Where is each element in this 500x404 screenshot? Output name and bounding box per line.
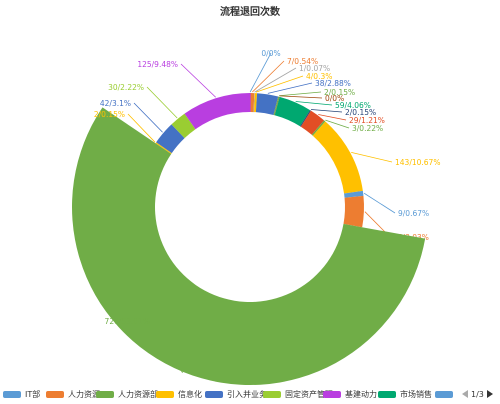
slice-data-label: 3/0.22% [352, 124, 383, 133]
label-leader-line [363, 192, 396, 214]
label-leader-line [146, 86, 178, 119]
legend-swatch [323, 390, 341, 398]
legend-item[interactable]: 人力资源部 [96, 389, 158, 399]
label-leader-line [255, 75, 304, 93]
slice-data-label: 1/0.07% [299, 64, 330, 73]
pie-slice[interactable] [300, 110, 311, 127]
label-leader-line [351, 151, 393, 163]
label-leader-line [278, 91, 322, 97]
legend-item[interactable]: 市场销售 [378, 389, 432, 399]
label-leader-line [310, 109, 343, 113]
slice-data-label: 2/0.15% [345, 108, 376, 117]
legend-swatch [3, 390, 21, 398]
pie-slice[interactable] [254, 93, 258, 113]
slice-data-label: 143/10.67% [395, 158, 440, 167]
legend-label: 固定资产管理 [285, 389, 333, 399]
legend-item[interactable]: 固定资产管理 [263, 389, 333, 399]
pie-slice[interactable] [300, 110, 325, 135]
label-leader-line [254, 67, 297, 93]
pie-slice[interactable] [312, 121, 363, 194]
legend-item[interactable]: 基建动力 [323, 389, 377, 399]
pie-slice[interactable] [344, 190, 364, 198]
slice-data-label: 59/4.06% [335, 101, 371, 110]
legend-swatch [378, 390, 396, 398]
slice-data-label: 125/9.48% [137, 60, 178, 69]
slice-data-label: 0/0% [261, 49, 280, 58]
legend: IT部 人力资源 人力资源部 信息化 引入并业务 固定资产管理 基建动力 市场销售 1/3 [0, 386, 500, 402]
pie-slice[interactable] [250, 93, 255, 113]
pie-slice[interactable] [274, 96, 311, 127]
legend-swatch [156, 390, 174, 398]
label-leader-line [152, 320, 183, 374]
slice-data-label: 4/0.3% [306, 72, 332, 81]
legend-swatch [96, 390, 114, 398]
slice-data-label: 30/2.22% [108, 83, 144, 92]
label-leader-line [252, 60, 285, 93]
slice-data-label: 0/0% [325, 94, 344, 103]
pie-slice[interactable] [274, 96, 280, 116]
pie-slice[interactable] [311, 120, 326, 136]
slice-data-label: 9/0.67% [398, 209, 429, 218]
legend-item[interactable]: 引入并业务 [205, 389, 267, 399]
pie-slice[interactable] [155, 142, 172, 154]
legend-label: 基建动力 [345, 389, 377, 399]
label-leader-line [295, 101, 333, 106]
legend-swatch [263, 390, 281, 398]
slice-data-label: 42/3.1% [100, 99, 131, 108]
label-leader-line [127, 113, 156, 143]
label-leader-line [249, 52, 272, 93]
legend-label: 信息化 [178, 389, 202, 399]
slice-data-label: 29/1.21% [349, 116, 385, 125]
label-leader-line [318, 114, 347, 121]
slice-data-label: 720/53.01% [105, 317, 150, 326]
legend-prev-page-icon[interactable] [462, 390, 468, 398]
legend-item[interactable]: 信息化 [156, 389, 202, 399]
pie-slice[interactable] [156, 124, 185, 154]
pie-slice[interactable] [343, 195, 364, 228]
legend-item[interactable] [435, 389, 457, 399]
legend-label: 市场销售 [400, 389, 432, 399]
legend-pager: 1/3 [462, 388, 493, 400]
pie-slice[interactable] [71, 107, 426, 385]
legend-next-page-icon[interactable] [486, 390, 493, 398]
slice-data-label: 38/2.88% [315, 79, 351, 88]
legend-label: 人力资源 [68, 389, 100, 399]
legend-swatch [46, 390, 64, 398]
legend-swatch [435, 390, 453, 398]
label-leader-line [325, 119, 350, 129]
legend-item[interactable]: IT部 [3, 389, 40, 399]
slice-data-label: 2/0.15% [324, 88, 355, 97]
legend-label: IT部 [25, 389, 41, 399]
legend-label: 人力资源部 [118, 389, 158, 399]
legend-item[interactable]: 人力资源 [46, 389, 100, 399]
pie-slice[interactable] [273, 96, 280, 116]
label-leader-line [180, 63, 216, 98]
legend-page-indicator: 1/3 [471, 389, 484, 399]
pie-slice[interactable] [171, 113, 196, 139]
pie-slice[interactable] [255, 93, 279, 115]
label-leader-line [133, 102, 163, 133]
legend-label: 引入并业务 [227, 389, 267, 399]
label-leader-line [279, 95, 323, 99]
pie-slice[interactable] [184, 93, 251, 130]
label-leader-line [267, 82, 313, 94]
chart-title: 流程退回次数 [220, 7, 280, 18]
slice-data-label: 7/0.54% [287, 57, 318, 66]
pie-slice[interactable] [253, 93, 255, 113]
legend-swatch [205, 390, 223, 398]
slice-data-label: 2/0.15% [94, 110, 125, 119]
